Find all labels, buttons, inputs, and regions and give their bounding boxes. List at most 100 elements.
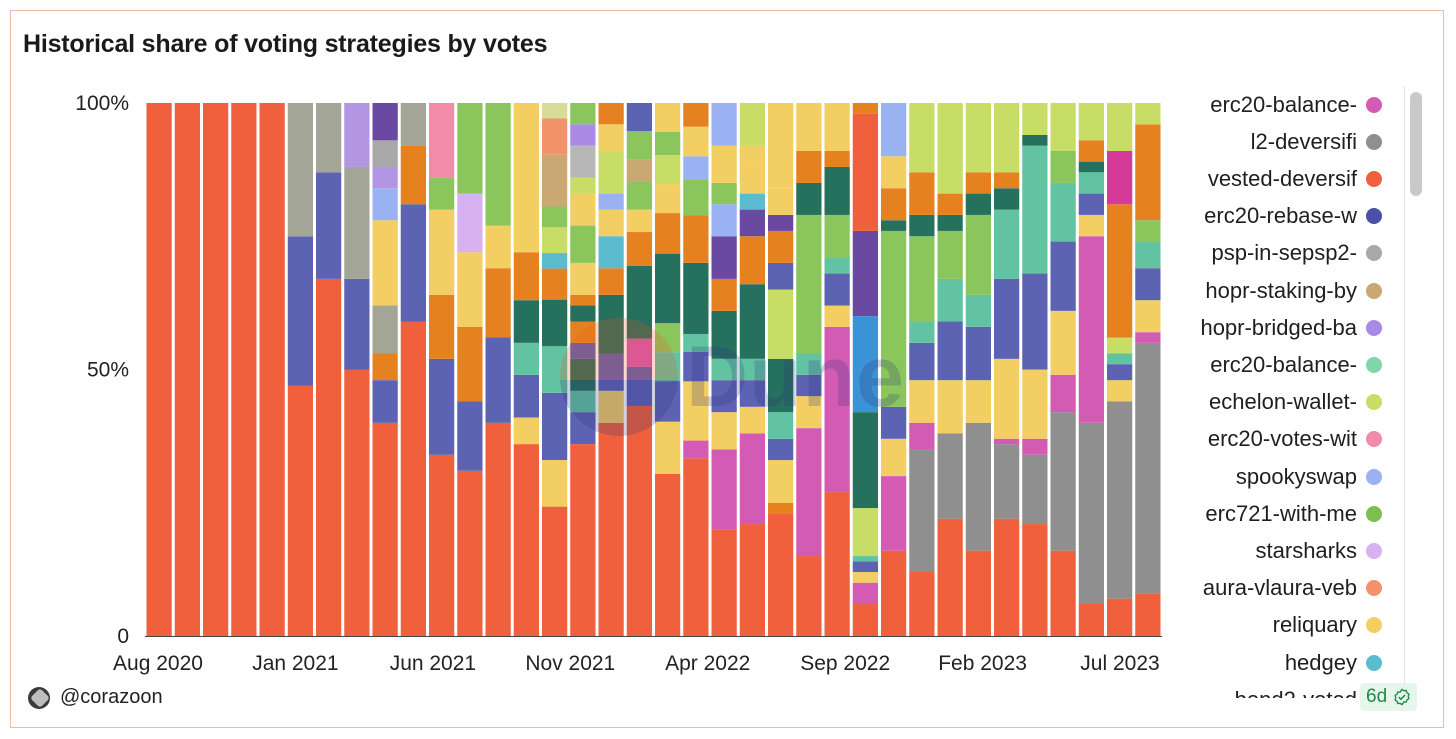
bar-column[interactable]	[174, 103, 200, 636]
bar-segment[interactable]	[881, 103, 907, 157]
bar-segment[interactable]	[683, 333, 709, 352]
bar-column[interactable]	[598, 103, 624, 636]
legend[interactable]: erc20-balance-l2-deversifi vested-deversi…	[1168, 86, 1398, 698]
bar-segment[interactable]	[542, 227, 568, 254]
bar-segment[interactable]	[1107, 598, 1133, 636]
bar-segment[interactable]	[316, 172, 342, 279]
bar-segment[interactable]	[768, 460, 794, 503]
bar-segment[interactable]	[711, 204, 737, 237]
bar-segment[interactable]	[937, 193, 963, 215]
bar-segment[interactable]	[1050, 150, 1076, 183]
legend-item[interactable]: starsharks	[1177, 532, 1382, 569]
bar-column[interactable]	[542, 103, 568, 636]
bar-segment[interactable]	[1022, 454, 1048, 525]
bar-segment[interactable]	[881, 438, 907, 477]
legend-item[interactable]: reliquary	[1177, 607, 1382, 644]
bar-column[interactable]	[824, 103, 850, 636]
bar-segment[interactable]	[796, 428, 822, 557]
bar-segment[interactable]	[570, 262, 596, 295]
bar-segment[interactable]	[852, 316, 878, 413]
bar-segment[interactable]	[513, 103, 539, 253]
bar-segment[interactable]	[768, 262, 794, 290]
bar-segment[interactable]	[626, 103, 652, 132]
bar-segment[interactable]	[965, 103, 991, 173]
bar-column[interactable]	[909, 103, 935, 636]
bar-segment[interactable]	[965, 422, 991, 551]
bar-column[interactable]	[1050, 103, 1076, 636]
bar-segment[interactable]	[1022, 438, 1048, 455]
bar-segment[interactable]	[1107, 150, 1133, 205]
bar-segment[interactable]	[711, 145, 737, 183]
bar-segment[interactable]	[1050, 241, 1076, 311]
bar-segment[interactable]	[739, 358, 765, 381]
bar-segment[interactable]	[372, 305, 398, 354]
legend-item[interactable]: echelon-wallet-	[1177, 384, 1382, 421]
bar-segment[interactable]	[683, 458, 709, 636]
bar-segment[interactable]	[909, 103, 935, 173]
bar-segment[interactable]	[429, 103, 455, 178]
bar-segment[interactable]	[796, 150, 822, 183]
bar-segment[interactable]	[542, 268, 568, 300]
bar-segment[interactable]	[683, 215, 709, 263]
bar-segment[interactable]	[485, 103, 511, 226]
bar-segment[interactable]	[372, 353, 398, 381]
bar-segment[interactable]	[711, 449, 737, 530]
legend-scrollbar[interactable]	[1404, 86, 1427, 698]
bar-column[interactable]	[372, 103, 398, 636]
legend-item[interactable]: vested-deversif	[1177, 160, 1382, 197]
bar-segment[interactable]	[852, 412, 878, 509]
bar-segment[interactable]	[513, 374, 539, 418]
bar-segment[interactable]	[429, 177, 455, 210]
bar-segment[interactable]	[739, 145, 765, 167]
bar-segment[interactable]	[598, 422, 624, 636]
bar-segment[interactable]	[965, 172, 991, 194]
bar-segment[interactable]	[598, 124, 624, 151]
bar-segment[interactable]	[655, 352, 681, 382]
bar-segment[interactable]	[683, 381, 709, 441]
bar-segment[interactable]	[796, 374, 822, 397]
bar-segment[interactable]	[739, 433, 765, 525]
legend-scroll-thumb[interactable]	[1410, 92, 1422, 196]
bar-segment[interactable]	[683, 440, 709, 459]
bar-segment[interactable]	[711, 278, 737, 311]
bar-segment[interactable]	[1078, 161, 1104, 173]
bar-segment[interactable]	[937, 278, 963, 322]
author-name[interactable]: @corazoon	[60, 686, 163, 708]
bar-column[interactable]	[457, 103, 483, 636]
bar-column[interactable]	[626, 103, 652, 636]
bar-segment[interactable]	[1135, 593, 1161, 636]
bar-column[interactable]	[513, 103, 539, 636]
bar-segment[interactable]	[909, 236, 935, 322]
bar-segment[interactable]	[1022, 524, 1048, 636]
bar-segment[interactable]	[739, 209, 765, 237]
bar-column[interactable]	[203, 103, 229, 636]
bar-segment[interactable]	[824, 273, 850, 306]
legend-item[interactable]: erc721-with-me	[1177, 495, 1382, 532]
bar-segment[interactable]	[739, 193, 765, 210]
bar-column[interactable]	[1022, 103, 1048, 636]
bar-segment[interactable]	[570, 124, 596, 146]
bar-segment[interactable]	[683, 103, 709, 127]
bar-segment[interactable]	[542, 118, 568, 155]
bar-segment[interactable]	[852, 103, 878, 114]
bar-segment[interactable]	[598, 268, 624, 295]
bar-segment[interactable]	[1078, 103, 1104, 141]
bar-segment[interactable]	[711, 182, 737, 205]
bar-segment[interactable]	[400, 103, 426, 146]
bar-segment[interactable]	[626, 366, 652, 406]
bar-column[interactable]	[485, 103, 511, 636]
bar-segment[interactable]	[683, 156, 709, 180]
bar-segment[interactable]	[457, 470, 483, 636]
bar-segment[interactable]	[400, 321, 426, 636]
bar-column[interactable]	[259, 103, 285, 636]
bar-segment[interactable]	[683, 179, 709, 216]
bar-segment[interactable]	[400, 145, 426, 205]
bar-segment[interactable]	[372, 188, 398, 221]
bar-segment[interactable]	[626, 232, 652, 266]
bar-segment[interactable]	[203, 103, 229, 636]
bar-segment[interactable]	[513, 252, 539, 301]
bar-column[interactable]	[316, 103, 342, 636]
legend-item[interactable]: hedgey	[1177, 644, 1382, 681]
bar-segment[interactable]	[739, 284, 765, 359]
legend-item[interactable]: erc20-balance-	[1177, 346, 1382, 383]
